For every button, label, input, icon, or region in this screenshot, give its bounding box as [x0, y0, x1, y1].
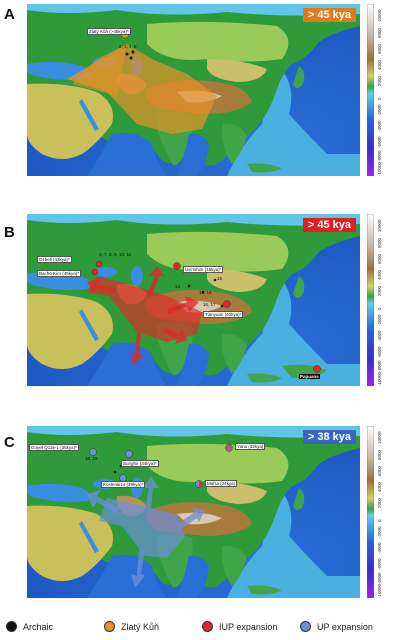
tick-label: 2000 — [377, 75, 382, 86]
tick-label: 2000 — [377, 285, 382, 296]
panel-a: A — [0, 0, 402, 190]
site-label: Kostenki14 (38kya)* — [101, 481, 146, 488]
legend-swatch — [300, 621, 311, 632]
tick-label: 10000 — [377, 219, 382, 232]
tick-label: 6000 — [377, 43, 382, 54]
colorbar-ticks: 10000 8000 6000 4000 2000 0 -2000 -4000 … — [377, 214, 399, 386]
tick-label: 0 — [377, 519, 382, 522]
site-label: 15 — [217, 276, 223, 281]
panel-label: C — [4, 434, 15, 451]
tick-label: -10000 — [377, 161, 382, 176]
site-label: Zlatý Kůň (>45kya)* — [87, 28, 131, 35]
site-label: Papuans — [299, 374, 320, 379]
tick-label: -8000 — [377, 150, 382, 162]
tick-label: 4000 — [377, 269, 382, 280]
tick-label: -10000 — [377, 583, 382, 598]
tick-label: -2000 — [377, 104, 382, 116]
tick-label: -2000 — [377, 314, 382, 326]
panel-label: A — [4, 6, 15, 23]
tick-label: -2000 — [377, 526, 382, 538]
tick-label: 8000 — [377, 27, 382, 38]
tick-label: -4000 — [377, 120, 382, 132]
site-label: Goyet Q116-1 (35kya)* — [29, 444, 79, 451]
site-label: Ozbell (43kya)* — [37, 256, 72, 263]
map-asia: > 45 kya Zlatý Kůň (>45kya)* 2, 3, 4, 5 — [27, 4, 360, 176]
site-label: 6, 7, 8, 9, 10, 11 — [99, 252, 132, 257]
age-badge: > 45 kya — [302, 8, 356, 22]
tick-label: -4000 — [377, 330, 382, 342]
site-label: Yana (32kya) — [235, 443, 266, 450]
map-asia: > 45 kya Ozbell (43kya)* Bacho Kiro (45k… — [27, 214, 360, 386]
site-label: 12 — [175, 284, 181, 289]
legend-item-archaic: Archaic — [6, 621, 53, 632]
legend-swatch — [6, 621, 17, 632]
site-label: Ust'Ishim (45kya)* — [183, 266, 224, 273]
colorbar-ticks: 10000 8000 6000 4000 2000 0 -2000 -4000 … — [377, 4, 399, 176]
age-badge: > 38 kya — [302, 430, 356, 444]
colorbar — [366, 425, 375, 599]
legend-label: Zlatý Kůň — [121, 621, 160, 632]
site-label: 18, 19 — [85, 456, 98, 461]
age-badge: > 45 kya — [302, 218, 356, 232]
colorbar-ticks: 10000 8000 6000 4000 2000 0 -2000 -4000 … — [377, 426, 399, 598]
panel-b: B — [0, 210, 402, 400]
tick-label: -4000 — [377, 542, 382, 554]
tick-label: -10000 — [377, 371, 382, 386]
colorbar — [366, 3, 375, 177]
tick-label: 4000 — [377, 59, 382, 70]
panel-c: C — [0, 422, 402, 612]
legend-label: IUP expansion — [219, 621, 278, 632]
tick-label: -6000 — [377, 346, 382, 358]
tick-label: 8000 — [377, 237, 382, 248]
legend-item-iup-expansion: IUP expansion — [202, 621, 277, 632]
legend-swatch — [104, 621, 115, 632]
tick-label: -6000 — [377, 136, 382, 148]
tick-label: -6000 — [377, 558, 382, 570]
tick-label: 4000 — [377, 481, 382, 492]
legend-label: UP expansion — [317, 621, 373, 632]
site-label: 16, 17 — [203, 302, 216, 307]
colorbar — [366, 213, 375, 387]
tick-label: 6000 — [377, 465, 382, 476]
site-label: Mal'ta (24kya) — [205, 480, 238, 487]
legend-item-up-expansion: UP expansion — [300, 621, 373, 632]
tick-label: 0 — [377, 307, 382, 310]
site-label: Sunghir (34kya)* — [121, 460, 159, 467]
tick-label: 0 — [377, 97, 382, 100]
legend-item-zlaty-kun: Zlatý Kůň — [104, 621, 159, 632]
site-label: 2, 3, 4, 5 — [119, 44, 137, 49]
tick-label: -8000 — [377, 572, 382, 584]
map-asia: > 38 kya Goyet Q116-1 (35kya)* 18, 19 Su… — [27, 426, 360, 598]
tick-label: -8000 — [377, 360, 382, 372]
tick-label: 10000 — [377, 431, 382, 444]
legend-label: Archaic — [23, 621, 54, 632]
legend-swatch — [202, 621, 213, 632]
site-label: Tianyuan (40kya)* — [203, 311, 244, 318]
tick-label: 10000 — [377, 9, 382, 22]
site-label: 13, 14 — [199, 290, 212, 295]
tick-label: 6000 — [377, 253, 382, 264]
tick-label: 8000 — [377, 449, 382, 460]
tick-label: 2000 — [377, 497, 382, 508]
site-label: Bacho Kiro (45kya)* — [37, 270, 82, 277]
panel-label: B — [4, 224, 15, 241]
legend: Archaic Zlatý Kůň IUP expansion UP expan… — [0, 618, 402, 640]
